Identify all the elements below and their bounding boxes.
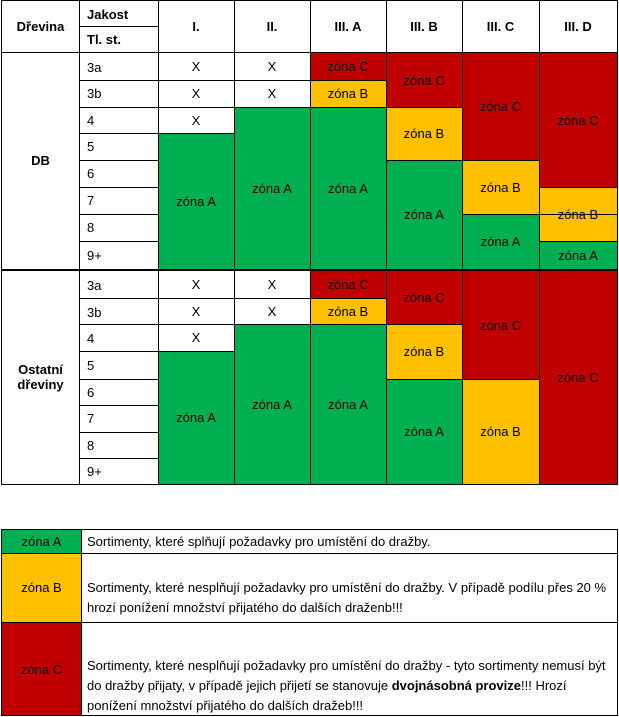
header-drevina: Dřevina xyxy=(16,19,65,34)
zone-a-cell: zóna A xyxy=(462,214,539,269)
column-header-iii-d: III. D xyxy=(564,19,592,34)
zone-b-cell: zóna B xyxy=(310,298,386,324)
group-label-ostatni-dreviny: Ostatní dřeviny xyxy=(17,361,64,392)
x-mark: X xyxy=(191,303,201,319)
size-row-label: 3a xyxy=(87,59,102,75)
column-header-ii: II. xyxy=(266,19,278,34)
zone-a-cell: zóna A xyxy=(234,324,310,484)
zone-c-cell: zóna C xyxy=(386,271,462,324)
x-mark: X xyxy=(267,59,277,74)
legend-zone-a-swatch: zóna A xyxy=(2,530,81,553)
x-mark: X xyxy=(267,86,277,101)
zone-c-cell: zóna C xyxy=(462,271,539,379)
size-row-label: 3a xyxy=(87,278,102,293)
zone-a-cell: zóna A xyxy=(386,379,462,484)
zone-c-cell: zóna C xyxy=(386,53,462,107)
zone-b-cell: zóna B xyxy=(386,324,462,379)
legend-zone-c-text-bold: dvojnásobná provize xyxy=(391,678,522,693)
zone-a-cell: zóna A xyxy=(310,107,386,269)
column-header-i: I. xyxy=(192,19,200,34)
zone-b-cell: zóna B xyxy=(386,107,462,160)
column-header-iii-a: III. A xyxy=(334,19,362,34)
header-jakost: Jakost xyxy=(87,6,129,22)
legend-zone-b-text: Sortimenty, které nesplňují požadavky pr… xyxy=(81,573,617,622)
column-header-iii-b: III. B xyxy=(410,19,438,34)
size-row-label: 8 xyxy=(87,220,95,235)
zone-c-cell: zóna C xyxy=(539,53,617,187)
size-row-label: 4 xyxy=(87,331,95,346)
size-row-label: 6 xyxy=(87,166,95,181)
zone-b-cell: zóna B xyxy=(539,187,617,241)
legend-zone-a-text: Sortimenty, které splňují požadavky pro … xyxy=(87,533,431,549)
zone-c-cell: zóna C xyxy=(539,271,617,484)
x-mark: X xyxy=(191,330,201,345)
size-row-label: 9+ xyxy=(87,464,102,479)
size-row-label: 3b xyxy=(87,304,102,320)
x-mark: X xyxy=(191,112,201,128)
x-mark: X xyxy=(267,303,277,319)
size-row-label: 5 xyxy=(87,139,95,154)
legend-zone-c-text: Sortimenty, které nesplňují požadavky pr… xyxy=(81,654,617,716)
size-row-label: 6 xyxy=(87,384,95,400)
x-mark: X xyxy=(267,277,277,292)
size-row-label: 4 xyxy=(87,112,95,128)
size-row-label: 7 xyxy=(87,411,95,426)
size-row-label: 8 xyxy=(87,437,95,453)
size-row-label: 7 xyxy=(87,193,95,208)
zone-a-cell: zóna A xyxy=(539,241,617,269)
zone-a-cell: zóna A xyxy=(158,351,234,484)
legend-zone-c-swatch: zóna C xyxy=(2,622,81,716)
zone-c-cell: zóna C xyxy=(310,271,386,298)
zone-b-cell: zóna B xyxy=(462,160,539,214)
group-label-db: DB xyxy=(31,153,50,168)
header-tl-st: Tl. st. xyxy=(87,32,121,47)
x-mark: X xyxy=(191,277,201,292)
legend-zone-b-description: Sortimenty, které nesplňují požadavky pr… xyxy=(87,579,607,615)
size-row-label: 5 xyxy=(87,358,95,373)
zone-c-cell: zóna C xyxy=(462,53,539,160)
x-mark: X xyxy=(191,86,201,101)
zone-a-cell: zóna A xyxy=(310,324,386,484)
x-mark: X xyxy=(191,59,201,74)
zone-a-cell: zóna A xyxy=(158,133,234,269)
zone-a-cell: zóna A xyxy=(386,160,462,269)
legend-zone-b-swatch: zóna B xyxy=(2,553,81,622)
zone-c-cell: zóna C xyxy=(310,53,386,80)
column-header-iii-c: III. C xyxy=(486,19,515,34)
size-row-label: 9+ xyxy=(87,247,102,263)
size-row-label: 3b xyxy=(87,86,102,101)
zone-b-cell: zóna B xyxy=(462,379,539,484)
zone-b-cell: zóna B xyxy=(310,80,386,107)
zone-a-cell: zóna A xyxy=(234,107,310,269)
